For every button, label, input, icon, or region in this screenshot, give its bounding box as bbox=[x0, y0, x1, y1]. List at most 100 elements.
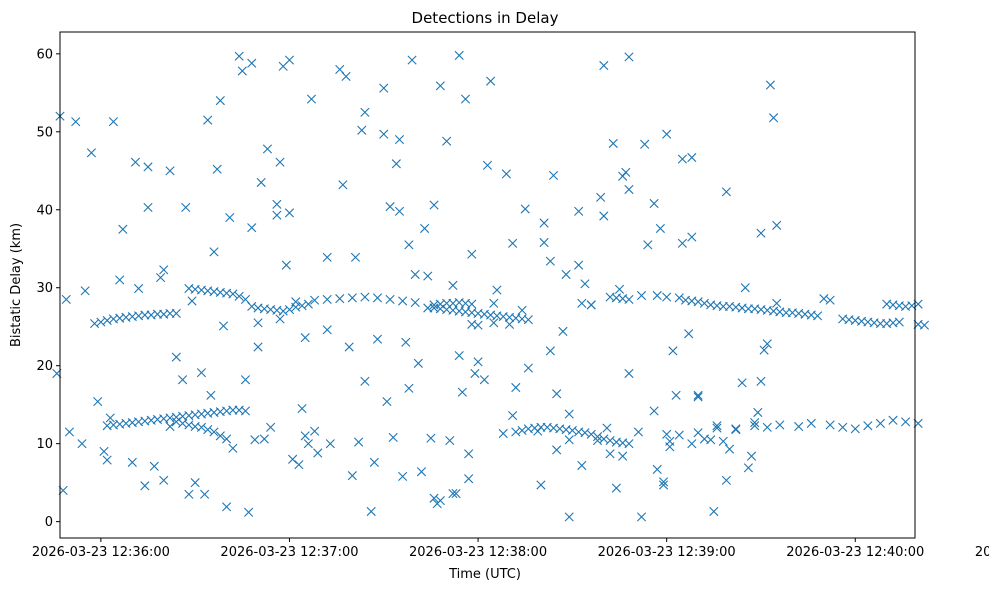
data-point bbox=[501, 169, 511, 179]
data-point bbox=[281, 260, 291, 270]
data-point bbox=[420, 223, 430, 234]
data-point bbox=[297, 403, 307, 414]
data-point bbox=[71, 117, 81, 127]
data-point bbox=[423, 271, 433, 281]
data-point bbox=[863, 421, 873, 431]
data-point bbox=[61, 294, 71, 305]
data-point bbox=[599, 211, 609, 221]
data-point bbox=[171, 417, 181, 427]
data-point bbox=[184, 489, 194, 499]
data-point bbox=[429, 493, 439, 503]
data-point bbox=[819, 294, 829, 304]
data-point bbox=[662, 129, 672, 139]
data-point bbox=[237, 66, 247, 76]
data-point bbox=[838, 422, 848, 432]
data-point bbox=[768, 113, 779, 123]
data-point bbox=[545, 256, 555, 266]
y-axis-label: Bistatic Delay (km) bbox=[9, 223, 24, 347]
data-point bbox=[731, 425, 741, 435]
data-point bbox=[753, 407, 763, 418]
data-point bbox=[209, 427, 219, 437]
data-point bbox=[473, 320, 483, 330]
data-point bbox=[262, 144, 273, 154]
y-tick-label: 40 bbox=[36, 203, 53, 218]
data-point bbox=[77, 439, 87, 449]
data-point bbox=[313, 448, 323, 458]
data-point bbox=[96, 317, 106, 327]
data-point bbox=[200, 489, 210, 499]
data-point bbox=[448, 488, 458, 499]
data-point bbox=[511, 382, 521, 393]
data-point bbox=[130, 157, 141, 167]
data-point bbox=[398, 296, 408, 306]
data-point bbox=[693, 390, 703, 400]
data-point bbox=[636, 512, 647, 522]
data-point bbox=[306, 94, 317, 104]
data-point bbox=[372, 293, 383, 303]
data-point bbox=[379, 129, 389, 139]
data-point bbox=[454, 50, 464, 60]
data-point bbox=[533, 426, 543, 436]
data-point bbox=[794, 421, 804, 432]
data-point bbox=[360, 292, 370, 302]
data-point bbox=[486, 76, 496, 86]
data-point bbox=[360, 376, 370, 386]
data-point bbox=[709, 506, 719, 517]
data-point bbox=[624, 368, 634, 379]
x-tick-label: 2026-03-23 12:37:00 bbox=[220, 545, 358, 560]
data-point bbox=[215, 96, 225, 106]
data-point bbox=[552, 445, 562, 455]
data-point bbox=[580, 279, 590, 289]
data-point bbox=[344, 342, 354, 352]
data-point bbox=[303, 299, 313, 309]
data-point bbox=[605, 435, 615, 446]
data-point bbox=[693, 297, 703, 307]
data-point bbox=[919, 320, 930, 330]
data-point bbox=[467, 299, 477, 309]
data-point bbox=[222, 434, 232, 444]
data-point bbox=[388, 432, 398, 443]
data-point bbox=[721, 187, 731, 197]
data-point bbox=[394, 206, 405, 216]
data-point bbox=[401, 337, 411, 347]
data-point bbox=[511, 427, 521, 437]
data-point bbox=[596, 192, 606, 202]
data-point bbox=[618, 451, 628, 461]
data-point bbox=[240, 406, 251, 416]
data-point bbox=[577, 298, 587, 308]
data-point bbox=[350, 252, 361, 262]
data-point bbox=[605, 449, 615, 459]
data-point bbox=[687, 152, 697, 163]
data-point bbox=[284, 55, 295, 65]
data-point bbox=[64, 427, 75, 437]
data-point bbox=[228, 289, 238, 299]
data-point bbox=[674, 293, 684, 303]
data-point bbox=[825, 295, 835, 305]
data-point bbox=[539, 218, 549, 228]
data-point bbox=[218, 321, 229, 331]
data-point bbox=[99, 446, 109, 457]
data-point bbox=[772, 298, 782, 308]
data-point bbox=[322, 252, 332, 262]
data-point bbox=[614, 284, 625, 294]
data-point bbox=[115, 275, 125, 285]
data-point bbox=[655, 223, 665, 234]
data-point bbox=[250, 435, 260, 445]
data-point bbox=[624, 184, 634, 195]
data-point bbox=[473, 357, 483, 367]
data-point bbox=[633, 427, 643, 437]
data-point bbox=[178, 418, 188, 428]
data-point bbox=[102, 315, 112, 326]
data-point bbox=[724, 444, 735, 454]
data-point bbox=[467, 249, 477, 259]
data-point bbox=[658, 480, 669, 490]
data-point bbox=[410, 269, 420, 280]
data-point bbox=[608, 138, 618, 149]
data-point bbox=[592, 435, 603, 446]
data-point bbox=[567, 425, 577, 435]
data-point bbox=[247, 223, 257, 233]
data-point bbox=[310, 426, 320, 436]
data-point bbox=[253, 318, 263, 328]
data-point bbox=[426, 433, 436, 443]
data-point bbox=[772, 220, 782, 230]
